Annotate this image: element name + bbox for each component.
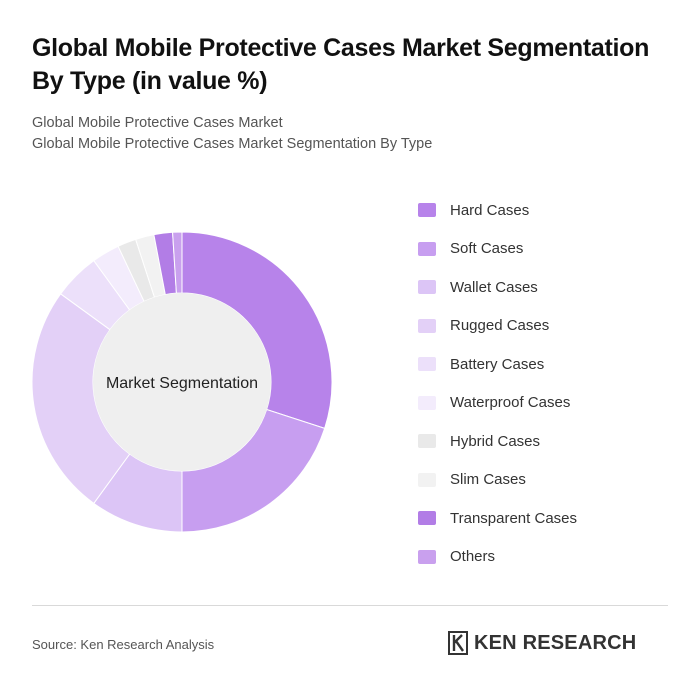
legend-swatch [418, 395, 436, 410]
legend-item-hybrid-cases: Hybrid Cases [418, 430, 540, 452]
legend-label: Soft Cases [450, 240, 524, 257]
legend-label: Transparent Cases [450, 509, 578, 527]
subtitle-line-2: Global Mobile Protective Cases Market Se… [32, 136, 433, 152]
legend-swatch [418, 472, 436, 487]
footer-divider [32, 605, 668, 606]
center-label: Market Segmentation [106, 375, 258, 392]
legend-swatch [418, 203, 436, 217]
legend-item-waterproof-cases: Waterproof Cases [418, 392, 570, 414]
legend-label: Others [450, 548, 496, 565]
legend-item-others: Others [418, 546, 495, 568]
subtitle-line-1: Global Mobile Protective Cases Market [32, 115, 283, 131]
legend-item-hard-cases: Hard Cases [418, 199, 529, 221]
legend-label: Rugged Cases [450, 317, 550, 334]
legend-swatch [418, 549, 436, 564]
ken-research-logo: KEN RESEARCH [448, 630, 636, 656]
donut-chart: Market Segmentation [31, 231, 333, 533]
ken-research-logo-icon [448, 631, 468, 655]
legend-item-wallet-cases: Wallet Cases [418, 276, 538, 298]
legend-label: Hybrid Cases [450, 432, 541, 450]
legend-swatch [418, 434, 436, 448]
source-text: Source: Ken Research Analysis [32, 637, 215, 652]
legend-label: Waterproof Cases [450, 394, 571, 411]
legend-label: Battery Cases [450, 355, 545, 373]
legend-item-rugged-cases: Rugged Cases [418, 315, 549, 337]
slice-rugged-cases [31, 293, 131, 505]
legend-swatch [418, 241, 436, 256]
legend-swatch [418, 318, 436, 333]
legend-swatch [418, 357, 436, 371]
legend-item-slim-cases: Slim Cases [418, 469, 526, 491]
legend-swatch [418, 511, 436, 525]
legend-item-soft-cases: Soft Cases [418, 238, 523, 260]
donut-slices [31, 231, 333, 533]
legend-swatch [418, 280, 436, 294]
chart-subtitle: Global Mobile Protective Cases Market Gl… [32, 113, 672, 155]
donut-hole [93, 293, 271, 471]
logo-text: KEN RESEARCH [474, 631, 637, 654]
legend-item-transparent-cases: Transparent Cases [418, 507, 577, 529]
legend-item-battery-cases: Battery Cases [418, 353, 544, 375]
legend-label: Wallet Cases [450, 278, 538, 296]
legend-label: Slim Cases [450, 471, 526, 488]
chart-title: Global Mobile Protective Cases Market Se… [32, 34, 650, 95]
legend-label: Hard Cases [450, 201, 530, 219]
